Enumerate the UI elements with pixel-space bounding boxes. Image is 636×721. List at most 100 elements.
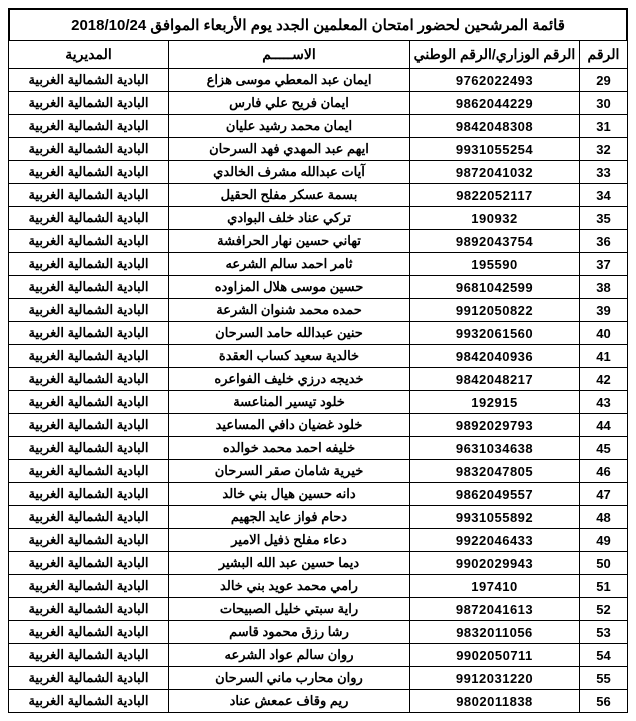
row-directorate: البادية الشمالية الغربية	[9, 644, 169, 667]
table-row: 529872041613راية سبتي خليل الصبيحاتالباد…	[9, 598, 628, 621]
row-number: 49	[580, 529, 628, 552]
row-name: رشا رزق محمود قاسم	[169, 621, 410, 644]
page-title: قائمة المرشحين لحضور امتحان المعلمين الج…	[8, 8, 628, 40]
table-row: 479862049557دانه حسين هيال بني خالدالباد…	[9, 483, 628, 506]
row-name: خيرية شامان صقر السرحان	[169, 460, 410, 483]
row-national-id: 9932061560	[410, 322, 580, 345]
row-national-id: 9862044229	[410, 92, 580, 115]
row-number: 35	[580, 207, 628, 230]
row-name: ايمان محمد رشيد عليان	[169, 115, 410, 138]
table-row: 51197410رامي محمد عويد بني خالدالبادية ا…	[9, 575, 628, 598]
row-number: 56	[580, 690, 628, 713]
table-row: 539832011056رشا رزق محمود قاسمالبادية ال…	[9, 621, 628, 644]
row-number: 33	[580, 161, 628, 184]
row-national-id: 9902029943	[410, 552, 580, 575]
row-national-id: 9832047805	[410, 460, 580, 483]
row-national-id: 9931055892	[410, 506, 580, 529]
row-number: 41	[580, 345, 628, 368]
table-row: 35190932تركي عناد خلف البواديالبادية الش…	[9, 207, 628, 230]
row-directorate: البادية الشمالية الغربية	[9, 184, 169, 207]
table-row: 489931055892دحام فواز عايد الجهيمالبادية…	[9, 506, 628, 529]
row-number: 50	[580, 552, 628, 575]
row-name: حنين عبدالله حامد السرحان	[169, 322, 410, 345]
row-name: روان محارب ماني السرحان	[169, 667, 410, 690]
row-number: 40	[580, 322, 628, 345]
table-row: 429842048217خديجه درزي خليف الفواعرهالبا…	[9, 368, 628, 391]
row-national-id: 9762022493	[410, 69, 580, 92]
table-row: 299762022493ايمان عبد المعطي موسى هزاعال…	[9, 69, 628, 92]
row-name: ثامر احمد سالم الشرعه	[169, 253, 410, 276]
table-row: 37195590ثامر احمد سالم الشرعهالبادية الش…	[9, 253, 628, 276]
row-number: 48	[580, 506, 628, 529]
row-directorate: البادية الشمالية الغربية	[9, 138, 169, 161]
row-name: تهاني حسين نهار الحرافشة	[169, 230, 410, 253]
row-number: 51	[580, 575, 628, 598]
row-number: 44	[580, 414, 628, 437]
row-directorate: البادية الشمالية الغربية	[9, 598, 169, 621]
row-national-id: 9631034638	[410, 437, 580, 460]
row-national-id: 9822052117	[410, 184, 580, 207]
candidates-table: الرقم الرقم الوزاري/الرقم الوطني الاســـ…	[8, 40, 628, 713]
row-directorate: البادية الشمالية الغربية	[9, 667, 169, 690]
row-name: خالدية سعيد كساب العقدة	[169, 345, 410, 368]
row-name: تركي عناد خلف البوادي	[169, 207, 410, 230]
row-national-id: 9902050711	[410, 644, 580, 667]
row-directorate: البادية الشمالية الغربية	[9, 230, 169, 253]
row-number: 36	[580, 230, 628, 253]
table-row: 409932061560حنين عبدالله حامد السرحانالب…	[9, 322, 628, 345]
row-directorate: البادية الشمالية الغربية	[9, 529, 169, 552]
col-header-name: الاســـــم	[169, 41, 410, 69]
row-directorate: البادية الشمالية الغربية	[9, 207, 169, 230]
table-row: 459631034638خليفه احمد محمد خوالدهالبادي…	[9, 437, 628, 460]
table-row: 449892029793خلود غضيان دافي المساعيدالبا…	[9, 414, 628, 437]
row-directorate: البادية الشمالية الغربية	[9, 391, 169, 414]
row-number: 53	[580, 621, 628, 644]
row-national-id: 9931055254	[410, 138, 580, 161]
table-row: 469832047805خيرية شامان صقر السرحانالباد…	[9, 460, 628, 483]
table-row: 399912050822حمده محمد شنوان الشرعةالبادي…	[9, 299, 628, 322]
row-national-id: 9802011838	[410, 690, 580, 713]
row-number: 29	[580, 69, 628, 92]
row-national-id: 9922046433	[410, 529, 580, 552]
row-name: حمده محمد شنوان الشرعة	[169, 299, 410, 322]
row-directorate: البادية الشمالية الغربية	[9, 437, 169, 460]
row-number: 46	[580, 460, 628, 483]
row-number: 52	[580, 598, 628, 621]
row-directorate: البادية الشمالية الغربية	[9, 552, 169, 575]
table-row: 43192915خلود تيسير المناعسةالبادية الشما…	[9, 391, 628, 414]
table-row: 549902050711روان سالم عواد الشرعهالبادية…	[9, 644, 628, 667]
row-directorate: البادية الشمالية الغربية	[9, 92, 169, 115]
row-number: 34	[580, 184, 628, 207]
row-name: ريم وقاف عمعش عناد	[169, 690, 410, 713]
table-body: 299762022493ايمان عبد المعطي موسى هزاعال…	[9, 69, 628, 713]
row-number: 42	[580, 368, 628, 391]
row-national-id: 9862049557	[410, 483, 580, 506]
row-national-id: 9681042599	[410, 276, 580, 299]
row-national-id: 192915	[410, 391, 580, 414]
row-number: 55	[580, 667, 628, 690]
row-directorate: البادية الشمالية الغربية	[9, 299, 169, 322]
row-name: ديما حسين عبد الله البشير	[169, 552, 410, 575]
table-row: 349822052117بسمة عسكر مفلح الحقيلالبادية…	[9, 184, 628, 207]
row-number: 54	[580, 644, 628, 667]
row-name: روان سالم عواد الشرعه	[169, 644, 410, 667]
row-number: 43	[580, 391, 628, 414]
row-directorate: البادية الشمالية الغربية	[9, 460, 169, 483]
row-name: آيات عبدالله مشرف الخالدي	[169, 161, 410, 184]
row-national-id: 195590	[410, 253, 580, 276]
row-number: 39	[580, 299, 628, 322]
row-name: دانه حسين هيال بني خالد	[169, 483, 410, 506]
table-row: 509902029943ديما حسين عبد الله البشيرالب…	[9, 552, 628, 575]
row-name: ايهم عبد المهدي فهد السرحان	[169, 138, 410, 161]
table-row: 559912031220روان محارب ماني السرحانالباد…	[9, 667, 628, 690]
table-row: 499922046433دعاء مفلح ذفيل الاميرالبادية…	[9, 529, 628, 552]
row-directorate: البادية الشمالية الغربية	[9, 69, 169, 92]
table-row: 309862044229ايمان فريح علي فارسالبادية ا…	[9, 92, 628, 115]
table-row: 339872041032آيات عبدالله مشرف الخالديالب…	[9, 161, 628, 184]
row-national-id: 9892029793	[410, 414, 580, 437]
row-number: 30	[580, 92, 628, 115]
row-number: 47	[580, 483, 628, 506]
row-national-id: 9842040936	[410, 345, 580, 368]
row-national-id: 9842048217	[410, 368, 580, 391]
row-directorate: البادية الشمالية الغربية	[9, 621, 169, 644]
